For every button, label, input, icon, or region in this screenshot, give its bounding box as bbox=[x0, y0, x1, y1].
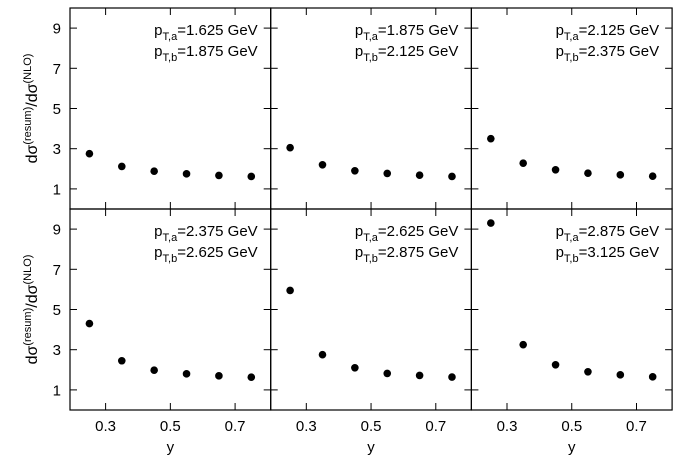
data-point bbox=[182, 170, 191, 178]
data-point bbox=[318, 160, 327, 169]
data-point bbox=[247, 172, 256, 181]
panel-label-b: pT,b=2.375 GeV bbox=[556, 43, 660, 64]
y-tick-label: 9 bbox=[53, 21, 61, 38]
y-axis-title: dσ(resum)/dσ(NLO) bbox=[22, 255, 41, 365]
x-axis-title: y bbox=[568, 439, 576, 456]
data-point bbox=[648, 172, 657, 181]
y-tick-label: 5 bbox=[53, 302, 61, 319]
y-tick-label: 3 bbox=[53, 141, 61, 158]
y-tick-label: 1 bbox=[53, 181, 61, 198]
y-tick-label: 9 bbox=[53, 222, 61, 239]
x-tick-label: 0.3 bbox=[296, 418, 317, 435]
data-point bbox=[551, 166, 560, 174]
data-point bbox=[85, 319, 94, 328]
data-point bbox=[117, 162, 126, 171]
panel-label-a: pT,a=2.875 GeV bbox=[556, 223, 660, 244]
y-tick-label: 5 bbox=[53, 101, 61, 118]
data-point bbox=[117, 356, 126, 365]
y-axis-title: dσ(resum)/dσ(NLO) bbox=[22, 54, 41, 164]
data-point bbox=[487, 219, 495, 227]
y-tick-label: 3 bbox=[53, 342, 61, 359]
data-point bbox=[415, 371, 424, 380]
panel-label-a: pT,a=2.375 GeV bbox=[154, 223, 258, 244]
data-point bbox=[150, 167, 158, 176]
x-axis-labels: 0.3 0.5 0.7 y 0.3 0.5 0.7 y 0.3 0.5 0.7 y bbox=[95, 418, 647, 456]
panel-label-b: pT,b=2.125 GeV bbox=[355, 43, 459, 64]
x-tick-label: 0.7 bbox=[225, 418, 246, 435]
data-point bbox=[519, 340, 527, 349]
panel-label-b: pT,b=1.875 GeV bbox=[154, 43, 258, 64]
panel-label-a: pT,a=1.625 GeV bbox=[154, 22, 258, 43]
y-tick-label: 1 bbox=[53, 382, 61, 399]
data-point bbox=[215, 372, 223, 380]
data-point bbox=[415, 171, 424, 180]
data-point bbox=[448, 172, 456, 181]
panel-label-a: pT,a=1.875 GeV bbox=[355, 22, 459, 43]
panel-label-a: pT,a=2.625 GeV bbox=[355, 223, 459, 244]
data-point bbox=[584, 368, 592, 376]
data-point bbox=[150, 366, 158, 375]
x-axis-title: y bbox=[167, 439, 175, 456]
data-point bbox=[351, 363, 359, 372]
y-tick-label: 7 bbox=[53, 61, 61, 78]
x-tick-label: 0.3 bbox=[95, 418, 116, 435]
x-tick-label: 0.7 bbox=[425, 418, 446, 435]
data-point bbox=[351, 167, 359, 175]
data-point bbox=[85, 149, 94, 158]
data-point bbox=[247, 373, 256, 382]
y-tick-label: 7 bbox=[53, 262, 61, 279]
data-point bbox=[286, 286, 294, 295]
data-point bbox=[448, 373, 456, 381]
data-point bbox=[616, 171, 625, 179]
data-point bbox=[584, 169, 592, 178]
x-tick-label: 0.5 bbox=[561, 418, 582, 435]
panel-label-b: pT,b=2.875 GeV bbox=[355, 244, 459, 265]
data-point bbox=[383, 169, 392, 178]
data-point bbox=[616, 371, 625, 379]
y-axis-labels: 1 3 5 7 9 dσ(resum)/dσ(NLO) 1 3 5 7 9 dσ(resum)/dσ(… bbox=[22, 21, 61, 400]
data-point bbox=[551, 360, 560, 369]
x-tick-label: 0.3 bbox=[497, 418, 518, 435]
data-point bbox=[215, 171, 223, 180]
data-point bbox=[318, 350, 327, 359]
x-tick-label: 0.7 bbox=[626, 418, 647, 435]
data-point bbox=[519, 159, 527, 167]
panel-label-b: pT,b=3.125 GeV bbox=[556, 244, 660, 265]
panel-label-b: pT,b=2.625 GeV bbox=[154, 244, 258, 265]
data-point bbox=[182, 370, 191, 378]
panel-label-a: pT,a=2.125 GeV bbox=[556, 22, 660, 43]
x-tick-label: 0.5 bbox=[361, 418, 382, 435]
x-axis-title: y bbox=[367, 439, 375, 456]
data-point bbox=[648, 373, 657, 381]
data-point bbox=[286, 143, 294, 152]
x-tick-label: 0.5 bbox=[160, 418, 181, 435]
data-point bbox=[487, 134, 495, 143]
data-point bbox=[383, 369, 392, 378]
